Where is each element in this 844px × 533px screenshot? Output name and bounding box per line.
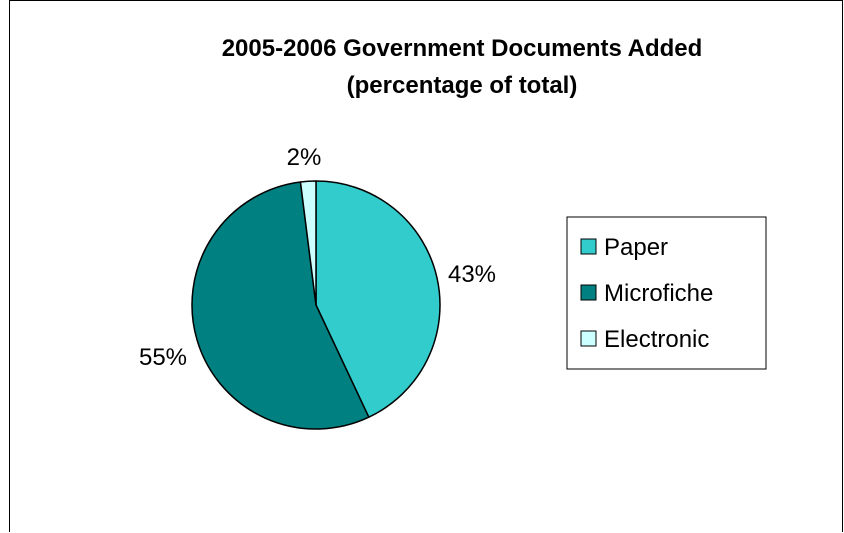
legend-label-electronic: Electronic xyxy=(604,326,709,353)
chart-subtitle: (percentage of total) xyxy=(347,72,578,99)
pie-slices xyxy=(191,180,441,430)
legend-swatch-microfiche xyxy=(580,284,597,301)
pie-slice-microfiche xyxy=(191,181,370,430)
pie-slice-electronic xyxy=(299,180,317,306)
pie-slice-paper xyxy=(315,180,441,418)
legend-swatch-paper xyxy=(580,238,597,255)
data-label-electronic: 2% xyxy=(287,144,322,171)
legend-swatch-electronic xyxy=(580,330,597,347)
legend: Paper Microfiche Electronic xyxy=(566,216,767,370)
pie-data-labels: 43% 55% 2% xyxy=(139,144,496,371)
legend-box xyxy=(566,216,767,370)
chart-title: 2005-2006 Government Documents Added xyxy=(222,35,703,62)
data-label-paper: 43% xyxy=(448,261,496,288)
legend-label-microfiche: Microfiche xyxy=(604,280,713,307)
legend-label-paper: Paper xyxy=(604,234,668,261)
data-label-microfiche: 55% xyxy=(139,344,187,371)
